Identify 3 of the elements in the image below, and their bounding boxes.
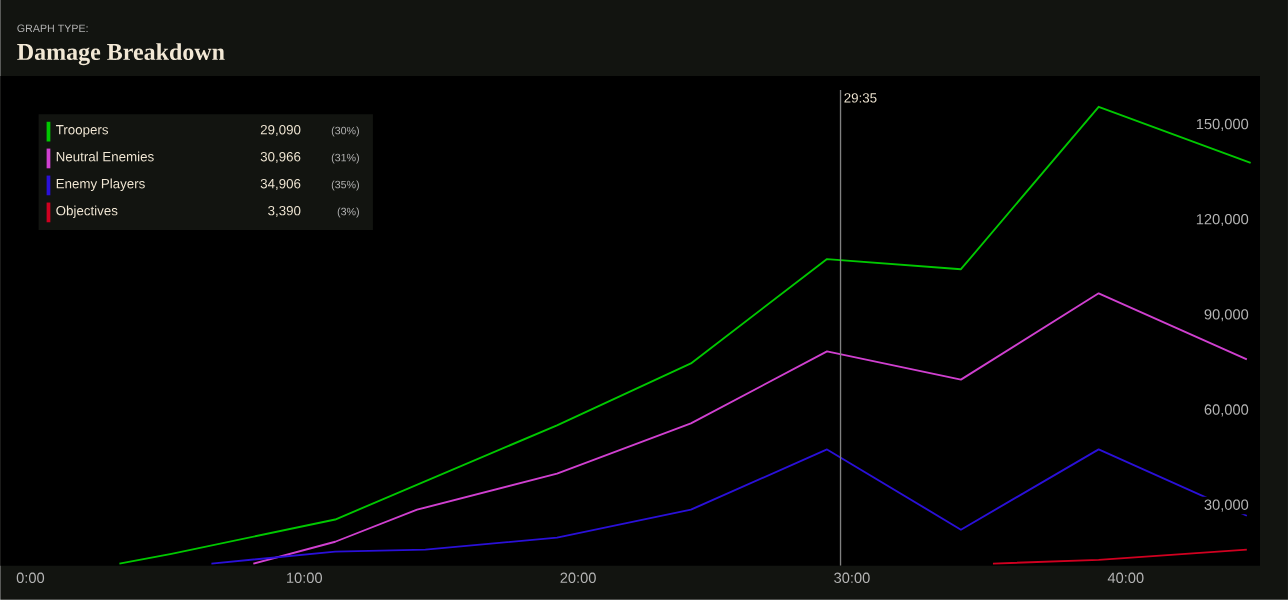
chart-title: Damage Breakdown xyxy=(17,43,225,66)
line-series xyxy=(210,448,1248,565)
line-series xyxy=(252,292,1248,565)
